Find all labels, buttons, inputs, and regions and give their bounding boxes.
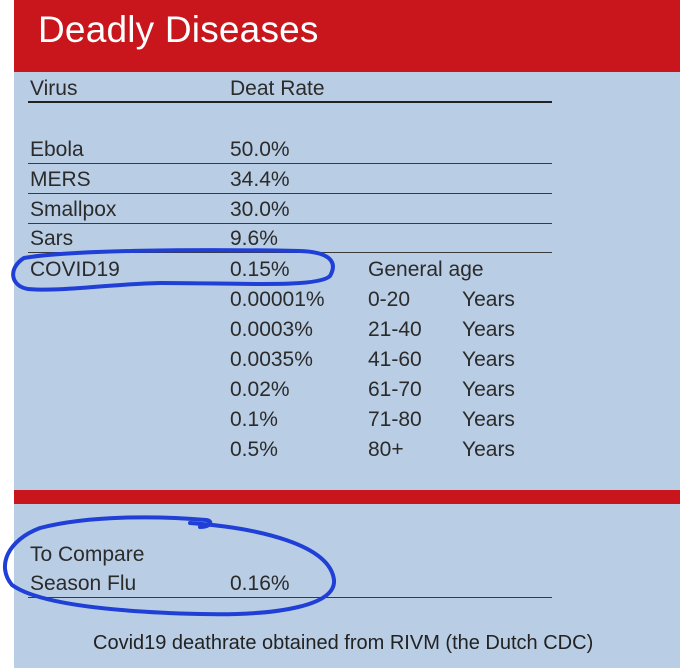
disease-rate: 9.6% bbox=[230, 227, 278, 250]
compare-rate: 0.16% bbox=[230, 572, 290, 595]
age-rate: 0.0035% bbox=[230, 348, 313, 371]
age-range: 71-80 bbox=[368, 408, 422, 431]
virus-column-header: Virus bbox=[30, 77, 78, 100]
age-unit: Years bbox=[462, 318, 515, 341]
disease-rate: 34.4% bbox=[230, 168, 290, 191]
age-range: 61-70 bbox=[368, 378, 422, 401]
row-divider bbox=[28, 193, 552, 194]
age-range: 41-60 bbox=[368, 348, 422, 371]
age-rate: 0.00001% bbox=[230, 288, 325, 311]
compare-underline bbox=[28, 597, 552, 598]
age-range: 21-40 bbox=[368, 318, 422, 341]
age-range: 80+ bbox=[368, 438, 404, 461]
age-unit: Years bbox=[462, 288, 515, 311]
age-unit: Years bbox=[462, 408, 515, 431]
header-underline bbox=[28, 101, 552, 103]
age-unit: Years bbox=[462, 348, 515, 371]
general-age-label: General age bbox=[368, 258, 484, 281]
source-footnote: Covid19 deathrate obtained from RIVM (th… bbox=[93, 632, 594, 654]
covid-rate: 0.15% bbox=[230, 258, 290, 281]
disease-rate: 30.0% bbox=[230, 198, 290, 221]
left-margin-strip bbox=[0, 0, 14, 668]
compare-name: Season Flu bbox=[30, 572, 137, 595]
disease-rate: 50.0% bbox=[230, 138, 290, 161]
age-rate: 0.5% bbox=[230, 438, 278, 461]
section-divider-bar bbox=[14, 490, 680, 504]
age-rate: 0.02% bbox=[230, 378, 290, 401]
page-title: Deadly Diseases bbox=[38, 9, 319, 50]
age-unit: Years bbox=[462, 438, 515, 461]
title-banner: Deadly Diseases bbox=[14, 0, 680, 72]
disease-name: Sars bbox=[30, 227, 74, 250]
rate-column-header: Deat Rate bbox=[230, 77, 325, 100]
row-divider bbox=[28, 163, 552, 164]
disease-name: Smallpox bbox=[30, 198, 117, 221]
disease-name: Ebola bbox=[30, 138, 84, 161]
age-range: 0-20 bbox=[368, 288, 411, 311]
age-rate: 0.0003% bbox=[230, 318, 313, 341]
row-divider bbox=[28, 252, 552, 253]
disease-name: MERS bbox=[30, 168, 91, 191]
covid-name: COVID19 bbox=[30, 258, 120, 281]
age-unit: Years bbox=[462, 378, 515, 401]
age-rate: 0.1% bbox=[230, 408, 278, 431]
row-divider bbox=[28, 223, 552, 224]
compare-label: To Compare bbox=[30, 543, 145, 566]
